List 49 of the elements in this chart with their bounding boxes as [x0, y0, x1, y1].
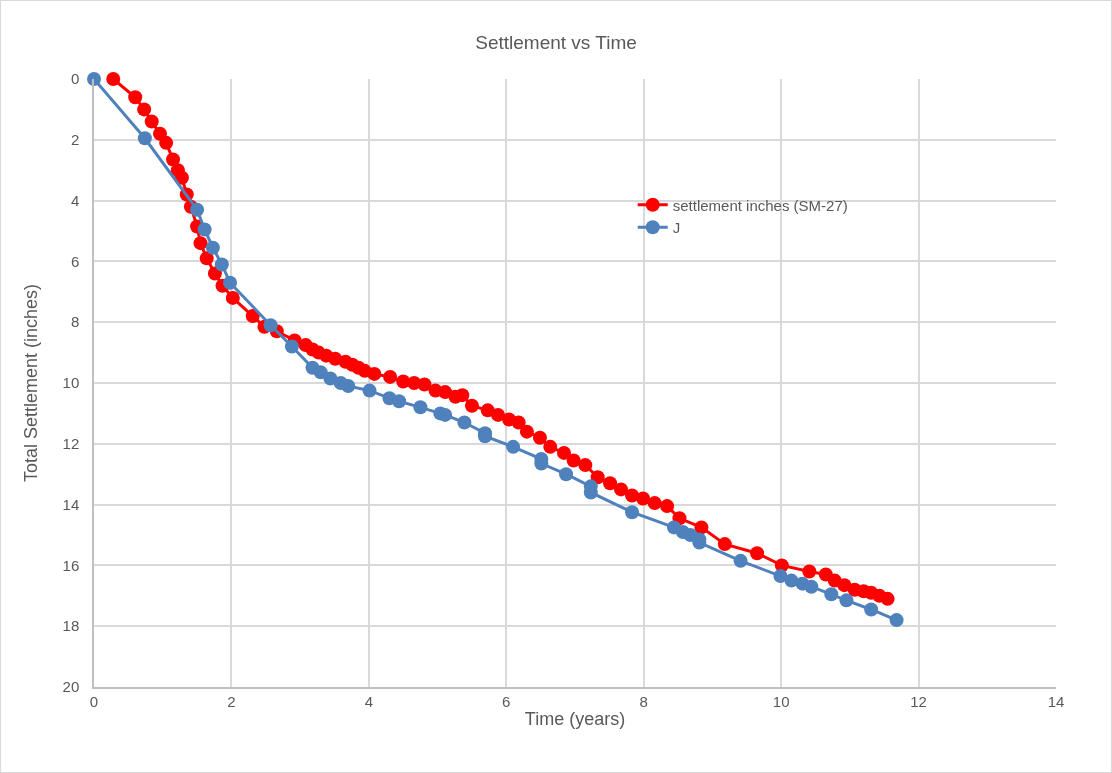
x-tick-label: 6 [502, 692, 511, 710]
y-tick-label: 12 [62, 435, 80, 453]
point [197, 222, 212, 237]
point [625, 505, 640, 520]
y-tick-label: 0 [70, 70, 80, 88]
point [506, 439, 521, 454]
point [864, 602, 879, 617]
y-tick-label: 16 [62, 556, 80, 574]
x-tick-label: 2 [227, 692, 236, 710]
y-tick-label: 18 [62, 617, 80, 635]
point [284, 339, 299, 354]
y-axis-title: Total Settlement (inches) [21, 283, 42, 483]
point [773, 569, 788, 584]
point [223, 275, 238, 290]
point [889, 613, 904, 628]
point [839, 593, 854, 608]
point [733, 553, 748, 568]
point [362, 383, 377, 398]
point [205, 240, 220, 255]
point [190, 202, 205, 217]
point [824, 587, 839, 602]
point [804, 579, 819, 594]
x-tick-label: 8 [639, 692, 648, 710]
point [457, 415, 472, 430]
y-tick-label: 2 [70, 131, 80, 149]
point [137, 131, 152, 146]
point [438, 407, 453, 422]
chart-title: Settlement vs Time [475, 31, 637, 53]
legend-label: J [672, 219, 681, 237]
x-tick-label: 10 [772, 692, 790, 710]
y-tick-label: 14 [62, 495, 80, 513]
x-axis-title: Time (years) [524, 709, 626, 730]
point [263, 318, 278, 333]
y-tick-label: 8 [70, 313, 80, 331]
y-tick-label: 4 [70, 191, 80, 209]
point [392, 394, 407, 409]
y-tick-label: 6 [70, 252, 80, 270]
x-tick-label: 12 [910, 692, 927, 710]
point [413, 400, 428, 415]
x-tick-label: 14 [1047, 692, 1065, 710]
legend-label: settlement inches (SM-27) [672, 196, 848, 214]
x-tick-label: 4 [364, 692, 374, 710]
y-tick-label: 10 [62, 374, 80, 392]
point [341, 379, 356, 394]
point [87, 72, 101, 86]
x-tick-label: 0 [89, 692, 99, 710]
y-tick-label: 20 [62, 678, 80, 696]
point [559, 467, 574, 482]
point [214, 257, 229, 272]
